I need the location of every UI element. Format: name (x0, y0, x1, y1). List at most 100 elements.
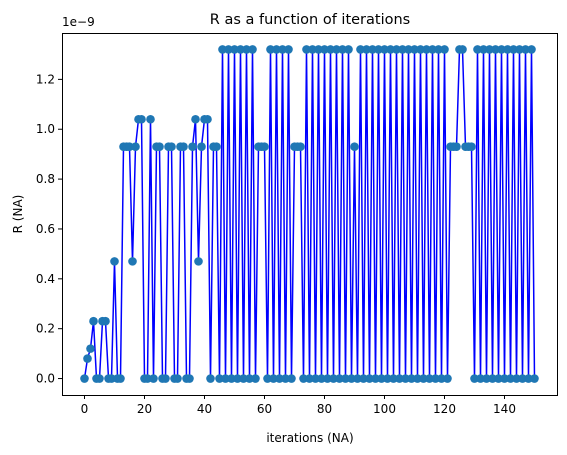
y-axis-label: R (NA) (11, 195, 25, 234)
x-axis: 0 20 40 60 80 100 120 140 (81, 395, 516, 416)
data-point (272, 45, 281, 54)
y-tick-label: 0.6 (36, 222, 55, 236)
y-tick-label: 0.8 (36, 172, 55, 186)
data-point (467, 142, 476, 151)
data-point (470, 374, 479, 383)
data-point (389, 374, 398, 383)
data-point (179, 142, 188, 151)
data-point (392, 45, 401, 54)
y-tick-label: 0.4 (36, 272, 55, 286)
data-point (227, 374, 236, 383)
data-point (284, 45, 293, 54)
data-point (89, 316, 98, 326)
data-point (440, 45, 449, 54)
data-point (233, 374, 242, 383)
data-point (281, 374, 290, 383)
data-point (143, 374, 152, 383)
data-point (452, 142, 461, 151)
data-point (353, 374, 362, 383)
data-point (335, 374, 344, 383)
data-point (116, 374, 125, 383)
data-point (236, 45, 245, 54)
data-point (503, 45, 512, 54)
data-point (530, 374, 539, 383)
axes-frame (62, 33, 558, 396)
data-point (248, 45, 257, 54)
data-point (506, 374, 515, 383)
data-point (383, 374, 392, 383)
data-point (416, 45, 425, 54)
data-point (167, 142, 176, 151)
data-point (398, 45, 407, 54)
data-point (137, 114, 146, 124)
data-point (497, 45, 506, 54)
x-tick-label: 60 (257, 402, 272, 416)
data-point (491, 45, 500, 54)
data-point (422, 45, 431, 54)
data-point (476, 374, 485, 383)
data-point (287, 374, 296, 383)
data-point (302, 45, 311, 54)
data-point (395, 374, 404, 383)
data-point (494, 374, 503, 383)
data-point (338, 45, 347, 54)
data-point (239, 374, 248, 383)
data-point (149, 374, 158, 383)
data-point (314, 45, 323, 54)
data-point (188, 142, 197, 151)
y-tick-label: 1.2 (36, 72, 55, 86)
data-point (203, 114, 212, 124)
data-point (425, 374, 434, 383)
data-point (107, 374, 116, 383)
data-point (359, 374, 368, 383)
x-tick-label: 120 (433, 402, 456, 416)
x-axis-label: iterations (NA) (266, 431, 353, 445)
x-tick-label: 40 (197, 402, 212, 416)
data-point (380, 45, 389, 54)
data-point (218, 45, 227, 54)
data-point (194, 257, 203, 266)
data-point (317, 374, 326, 383)
data-point (260, 142, 269, 151)
data-point (230, 45, 239, 54)
data-point (401, 374, 410, 383)
data-point (521, 45, 530, 54)
data-point (371, 374, 380, 383)
data-point (296, 142, 305, 151)
data-point (500, 374, 509, 383)
x-tick-label: 80 (317, 402, 332, 416)
data-point (110, 257, 119, 266)
data-point (215, 374, 224, 383)
data-point (185, 374, 194, 383)
data-point (410, 45, 419, 54)
data-point (515, 45, 524, 54)
data-point (365, 374, 374, 383)
data-point (308, 45, 317, 54)
data-point (488, 374, 497, 383)
data-point (458, 45, 467, 54)
data-point (86, 344, 95, 353)
data-point (128, 257, 137, 266)
data-point (242, 45, 251, 54)
data-point (374, 45, 383, 54)
data-point (83, 354, 92, 363)
data-point (443, 374, 452, 383)
data-point (386, 45, 395, 54)
data-point (419, 374, 428, 383)
data-point (80, 374, 89, 383)
x-tick-label: 0 (81, 402, 89, 416)
data-point (245, 374, 254, 383)
data-point (212, 142, 221, 151)
data-point (197, 142, 206, 151)
data-point (377, 374, 386, 383)
data-point (341, 374, 350, 383)
data-point (356, 45, 365, 54)
data-point (146, 114, 155, 124)
data-point (527, 45, 536, 54)
data-point (524, 374, 533, 383)
y-tick-label: 0.0 (36, 372, 55, 386)
data-point (263, 374, 272, 383)
data-point (482, 374, 491, 383)
data-point (173, 374, 182, 383)
